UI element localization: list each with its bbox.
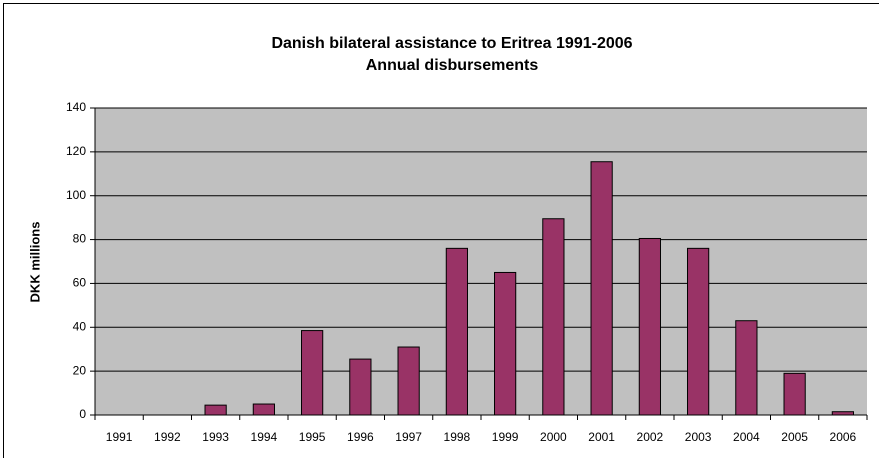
- x-tick-label: 2005: [781, 430, 808, 444]
- y-tick-label: 20: [73, 363, 87, 377]
- y-tick-label: 120: [66, 144, 86, 158]
- x-tick-label: 2003: [685, 430, 712, 444]
- chart-subtitle: Annual disbursements: [366, 57, 539, 74]
- y-tick-label: 0: [79, 407, 86, 421]
- x-tick-label: 1994: [251, 430, 278, 444]
- y-tick-label: 80: [73, 232, 87, 246]
- bar: [494, 271, 517, 416]
- bar: [542, 218, 565, 416]
- y-tick-label: 140: [66, 100, 86, 114]
- x-tick-label: 2006: [830, 430, 857, 444]
- x-tick-label: 2000: [540, 430, 567, 444]
- x-tick-label: 1996: [347, 430, 374, 444]
- x-tick-label: 2002: [637, 430, 664, 444]
- y-axis-title: DKK millions: [27, 222, 42, 303]
- bar: [301, 330, 324, 416]
- bar: [349, 358, 372, 416]
- x-tick-label: 1992: [154, 430, 181, 444]
- bar: [445, 247, 468, 416]
- bar: [590, 161, 613, 416]
- y-tick-label: 60: [73, 276, 87, 290]
- x-tick-label: 2001: [588, 430, 615, 444]
- x-tick-label: 1993: [202, 430, 229, 444]
- x-tick-label: 1998: [444, 430, 471, 444]
- x-tick-label: 2004: [733, 430, 760, 444]
- bar: [687, 247, 710, 416]
- x-tick-label: 1997: [395, 430, 422, 444]
- bar: [204, 404, 227, 416]
- x-tick-label: 1995: [299, 430, 326, 444]
- bar: [735, 320, 758, 416]
- bar: [397, 346, 420, 416]
- x-tick-label: 1991: [106, 430, 133, 444]
- x-tick-label: 1999: [492, 430, 519, 444]
- bar: [783, 372, 806, 416]
- y-tick-label: 40: [73, 319, 87, 333]
- y-tick-label: 100: [66, 188, 86, 202]
- bar: [252, 403, 275, 416]
- bar: [638, 237, 661, 416]
- chart-title: Danish bilateral assistance to Eritrea 1…: [271, 35, 632, 52]
